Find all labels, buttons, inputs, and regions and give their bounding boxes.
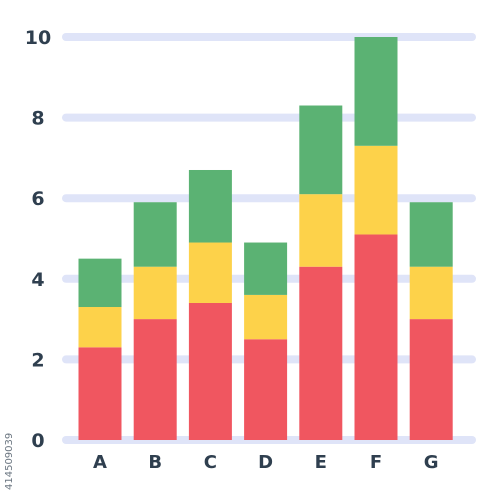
x-tick-label: A xyxy=(93,452,107,473)
bar-segment xyxy=(409,202,453,267)
bar-segment xyxy=(299,105,343,195)
y-tick-label: 10 xyxy=(25,27,51,49)
bar-segment xyxy=(188,242,232,303)
y-tick-label: 2 xyxy=(31,349,44,371)
bar-segment xyxy=(133,202,177,267)
image-id-text: 414509039 xyxy=(4,432,15,490)
bar-segment xyxy=(354,234,398,440)
bars xyxy=(78,37,453,440)
y-tick-label: 4 xyxy=(31,269,44,291)
x-tick-label: B xyxy=(148,452,162,473)
bar-segment xyxy=(299,194,343,267)
bar-segment xyxy=(78,258,122,308)
y-tick-label: 0 xyxy=(31,430,44,452)
x-tick-label: D xyxy=(258,452,273,473)
bar-segment xyxy=(188,302,232,440)
bar-segment xyxy=(409,319,453,440)
bar-segment xyxy=(299,266,343,440)
bar-segment xyxy=(244,339,288,440)
gridline xyxy=(62,194,476,203)
bar-segment xyxy=(244,294,288,340)
bar-segment xyxy=(409,266,453,320)
bar-segment xyxy=(78,347,122,440)
bar-segment xyxy=(188,169,232,243)
gridline xyxy=(62,113,476,122)
bar-segment xyxy=(244,242,288,295)
bar-segment xyxy=(354,145,398,235)
y-tick-label: 8 xyxy=(31,108,44,130)
image-id-watermark: 414509039 xyxy=(4,390,18,490)
bar-segment xyxy=(354,37,398,146)
y-axis-ticks: 0 2 4 6 8 10 xyxy=(25,27,51,452)
gridline xyxy=(62,33,476,41)
y-tick-label: 6 xyxy=(31,188,44,210)
x-tick-label: C xyxy=(204,452,217,473)
bar-segment xyxy=(133,266,177,320)
bar-segment xyxy=(78,307,122,348)
x-tick-label: E xyxy=(315,452,327,473)
x-tick-label: G xyxy=(424,452,439,473)
x-tick-label: F xyxy=(370,452,382,473)
x-axis-labels: A B C D E F G xyxy=(93,452,439,473)
bar-segment xyxy=(133,319,177,440)
